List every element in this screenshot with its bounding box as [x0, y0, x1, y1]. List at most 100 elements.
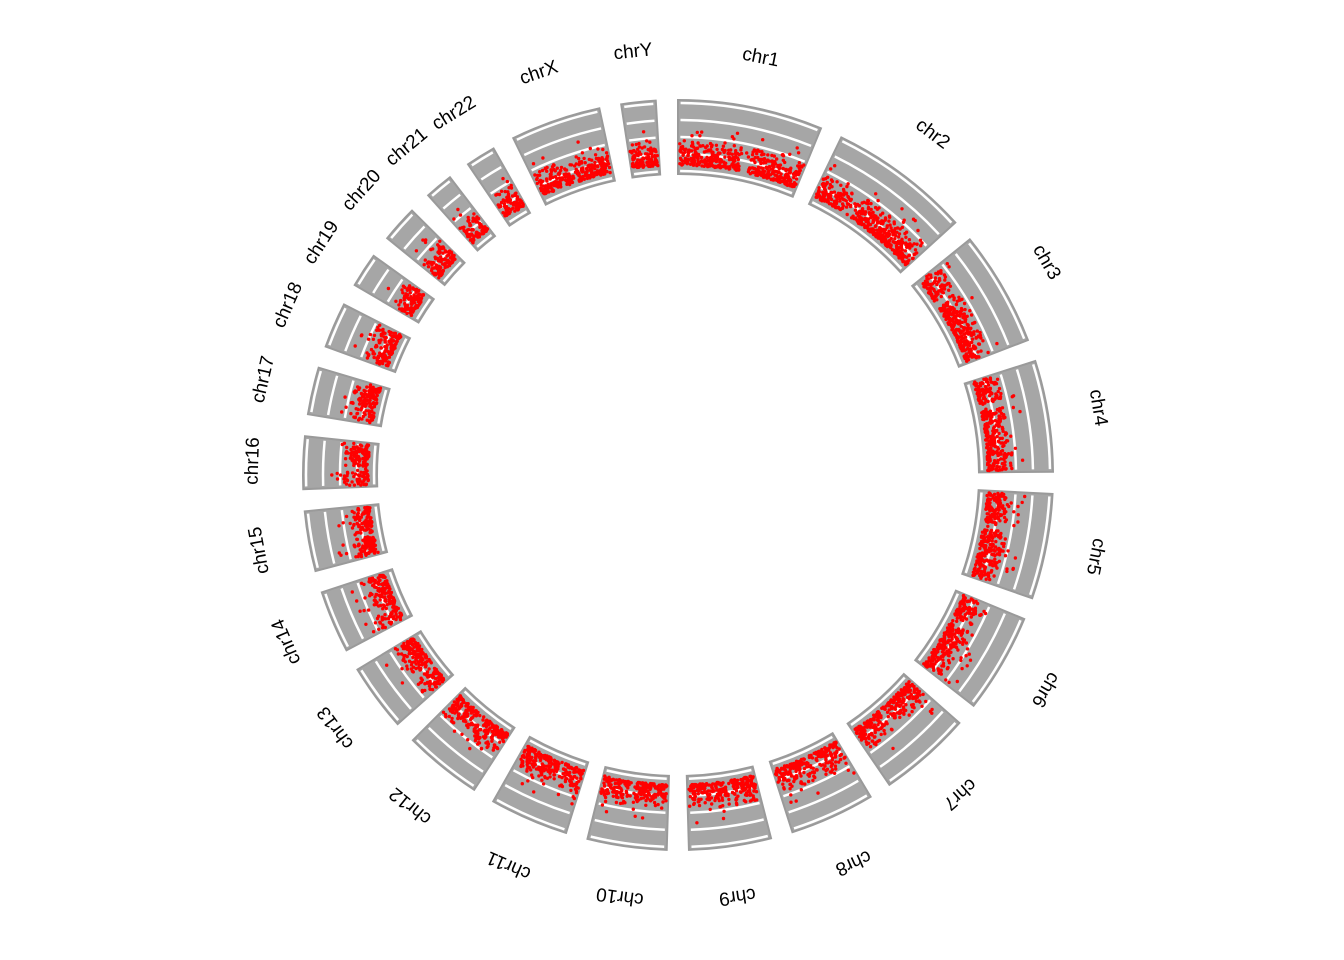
data-point-chr5 [983, 550, 987, 555]
data-point-chr7 [891, 746, 895, 751]
data-point-chr2 [869, 229, 873, 233]
data-point-chr7 [877, 738, 882, 743]
data-point-chr9 [727, 802, 731, 806]
data-point-chr7 [914, 699, 918, 703]
data-point-chr1 [722, 150, 726, 154]
data-point-chr5 [984, 519, 989, 523]
data-point-chr7 [870, 733, 874, 737]
gridline [971, 619, 1022, 703]
data-point-chr9 [736, 794, 740, 798]
data-point-chr14 [383, 613, 387, 617]
data-point-chr4 [1009, 434, 1013, 438]
data-point-chr7 [868, 745, 873, 749]
data-point-chr2 [900, 225, 905, 230]
data-point-chr12 [476, 741, 481, 745]
data-point-chr8 [813, 751, 818, 755]
data-point-chr4 [995, 377, 1000, 381]
data-point-chr5 [997, 501, 1002, 506]
data-point-chr4 [989, 468, 994, 472]
data-point-chr8 [789, 793, 793, 797]
data-point-chr17 [367, 419, 371, 423]
data-point-chr9 [688, 804, 692, 808]
data-point-chr8 [829, 770, 834, 774]
gridline [323, 511, 336, 564]
data-point-chr11 [526, 765, 530, 769]
data-point-chr3 [963, 342, 967, 347]
data-point-chr8 [816, 791, 820, 795]
gridline [590, 835, 665, 848]
data-point-chr14 [355, 599, 359, 603]
data-point-chr2 [891, 240, 895, 244]
data-point-chr2 [887, 219, 891, 223]
data-point-chr4 [997, 465, 1001, 469]
data-point-chr14 [380, 615, 384, 619]
data-point-chr5 [996, 547, 1000, 551]
data-point-chr4 [1000, 436, 1004, 440]
data-point-chr1 [773, 173, 777, 177]
data-point-chr5 [994, 521, 998, 525]
data-point-chr13 [405, 664, 409, 668]
data-point-chr9 [733, 792, 737, 796]
gridline [782, 765, 851, 798]
data-point-chr7 [909, 703, 914, 707]
data-point-chr5 [984, 572, 988, 577]
data-point-chr11 [561, 772, 565, 776]
data-point-chr2 [849, 197, 853, 202]
data-point-chr4 [999, 411, 1004, 416]
data-point-chr13 [424, 656, 428, 660]
data-point-chr6 [956, 610, 961, 614]
data-point-chr12 [452, 700, 457, 704]
data-point-chr2 [877, 220, 881, 225]
data-point-chr3 [959, 306, 964, 311]
data-point-chr9 [742, 777, 746, 781]
data-point-chr2 [875, 228, 879, 232]
data-point-chr14 [382, 575, 387, 579]
data-point-chr18 [368, 332, 373, 337]
data-point-chr8 [782, 786, 786, 790]
data-point-chr14 [388, 614, 392, 619]
data-point-chr11 [552, 773, 557, 777]
data-point-chr12 [485, 731, 490, 736]
data-point-chr16 [363, 449, 367, 453]
data-point-chr12 [468, 746, 472, 751]
data-point-chr15 [359, 515, 363, 519]
data-point-chr2 [904, 235, 908, 239]
data-point-chr8 [789, 772, 793, 776]
data-point-chr8 [808, 771, 812, 776]
data-point-chr7 [882, 728, 886, 733]
data-point-chr3 [971, 344, 976, 348]
data-point-chr8 [774, 772, 778, 776]
data-point-chr9 [716, 796, 720, 801]
gridline [439, 714, 494, 759]
data-point-chr1 [705, 155, 709, 160]
data-point-chr3 [928, 289, 932, 293]
data-point-chr7 [855, 728, 859, 732]
data-point-chr15 [367, 509, 371, 514]
data-point-chr3 [951, 293, 955, 298]
data-point-chr1 [800, 165, 804, 169]
data-point-chr8 [811, 778, 815, 783]
data-point-chr11 [556, 764, 560, 769]
gridline [788, 779, 859, 814]
data-point-chr17 [349, 401, 354, 405]
data-point-chr6 [955, 637, 960, 642]
data-point-chr16 [362, 472, 366, 476]
data-point-chr2 [846, 182, 850, 186]
data-point-chr2 [895, 241, 899, 245]
data-point-chr4 [989, 380, 993, 384]
data-point-chr6 [955, 619, 959, 623]
data-point-chr7 [876, 723, 880, 727]
data-point-chr14 [398, 617, 403, 622]
data-point-chr15 [373, 543, 378, 548]
data-point-chr2 [900, 237, 904, 241]
data-point-chr2 [823, 199, 827, 203]
data-point-chr6 [960, 631, 964, 636]
data-point-chr3 [963, 326, 967, 330]
data-point-chr6 [953, 612, 957, 616]
data-point-chr4 [980, 414, 984, 419]
data-point-chr7 [930, 707, 934, 712]
data-point-chr2 [850, 191, 854, 195]
data-point-chr8 [780, 767, 784, 771]
data-point-chr9 [696, 783, 701, 787]
data-point-chr9 [754, 790, 759, 794]
